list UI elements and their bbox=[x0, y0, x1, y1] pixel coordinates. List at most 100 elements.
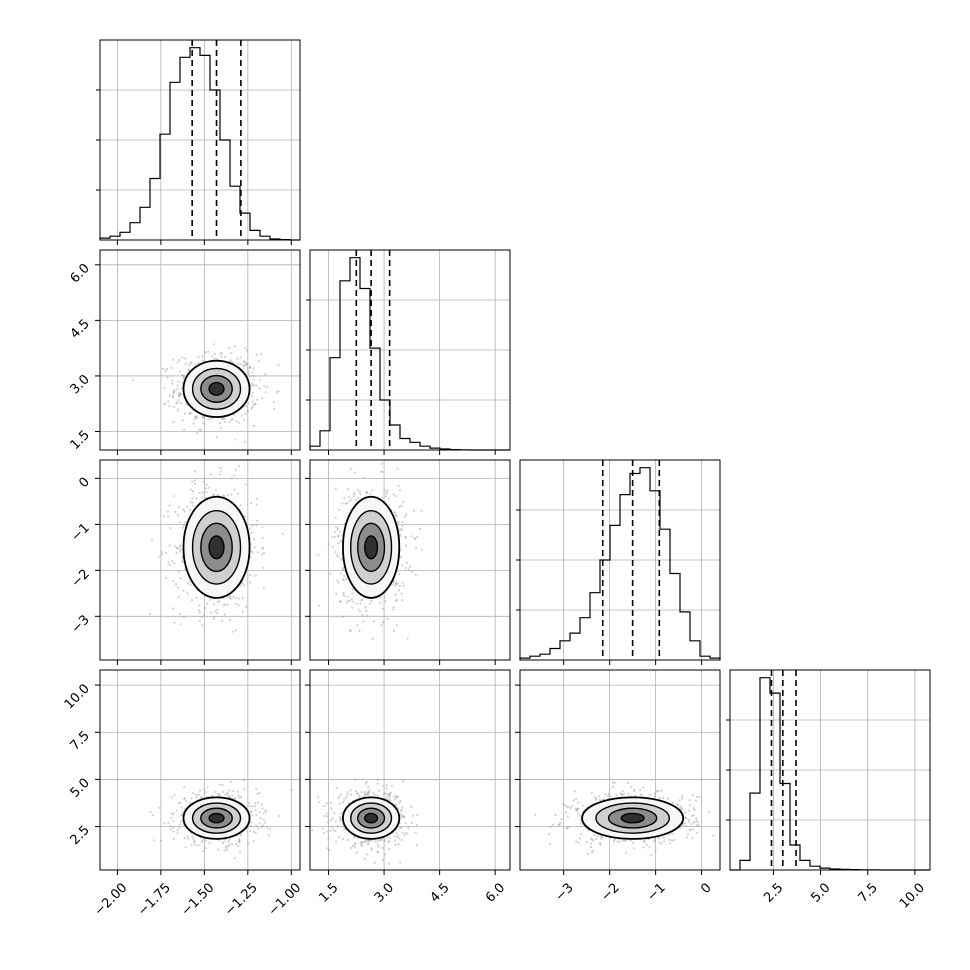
scatter-point bbox=[186, 592, 189, 595]
scatter-point bbox=[228, 596, 232, 600]
scatter-point bbox=[342, 798, 346, 801]
x-tick-label: −1 bbox=[645, 880, 669, 904]
scatter-point bbox=[258, 822, 261, 825]
scatter-point bbox=[688, 804, 691, 807]
scatter-point bbox=[342, 591, 345, 594]
scatter-point bbox=[397, 520, 400, 523]
scatter-point bbox=[691, 828, 694, 831]
scatter-point bbox=[399, 827, 402, 830]
scatter-point bbox=[175, 551, 178, 555]
scatter-point bbox=[372, 620, 375, 623]
scatter-point bbox=[389, 799, 392, 802]
scatter-point bbox=[252, 367, 255, 370]
scatter-point bbox=[557, 823, 561, 826]
scatter-point bbox=[385, 492, 388, 495]
scatter-point bbox=[221, 417, 224, 420]
scatter-point bbox=[236, 790, 239, 793]
scatter-point bbox=[695, 819, 698, 822]
scatter-point bbox=[183, 797, 186, 801]
scatter-point bbox=[176, 408, 179, 411]
scatter-point bbox=[191, 480, 194, 483]
scatter-point bbox=[201, 416, 204, 419]
scatter-point bbox=[201, 355, 204, 358]
scatter-point bbox=[187, 837, 190, 840]
y-tick-label: 3.0 bbox=[68, 372, 93, 397]
scatter-point bbox=[334, 516, 337, 519]
scatter-point bbox=[347, 488, 350, 491]
scatter-point bbox=[593, 834, 596, 837]
scatter-point bbox=[340, 557, 343, 560]
scatter-point bbox=[261, 566, 265, 569]
scatter-point bbox=[230, 493, 233, 496]
scatter-point bbox=[362, 620, 365, 623]
scatter-point bbox=[193, 479, 196, 482]
scatter-point bbox=[251, 524, 254, 527]
scatter-point bbox=[346, 793, 349, 796]
scatter-point bbox=[373, 861, 376, 864]
scatter-point bbox=[353, 493, 356, 496]
scatter-point bbox=[172, 390, 175, 393]
scatter-point bbox=[534, 813, 537, 817]
scatter-point bbox=[329, 572, 332, 575]
scatter-point bbox=[256, 497, 259, 500]
scatter-point bbox=[255, 353, 258, 356]
scatter-point bbox=[707, 810, 711, 813]
y-tick-label: −3 bbox=[69, 613, 93, 637]
scatter-point bbox=[183, 797, 187, 800]
scatter-point bbox=[387, 840, 390, 843]
scatter-point bbox=[180, 387, 183, 390]
scatter-point bbox=[200, 795, 203, 798]
scatter-point bbox=[364, 606, 367, 609]
scatter-point bbox=[392, 606, 395, 609]
scatter-point bbox=[255, 813, 258, 817]
scatter-point bbox=[351, 592, 354, 595]
scatter-point bbox=[551, 823, 555, 826]
scatter-point bbox=[387, 497, 390, 500]
scatter-point bbox=[252, 378, 255, 381]
scatter-point bbox=[214, 790, 217, 794]
scatter-point bbox=[383, 596, 386, 599]
scatter-point bbox=[190, 797, 193, 800]
density-contour-3 bbox=[208, 535, 225, 560]
scatter-point bbox=[366, 792, 369, 795]
scatter-point bbox=[624, 839, 628, 842]
x-tick-label: −3 bbox=[553, 880, 577, 904]
scatter-point bbox=[232, 790, 235, 793]
scatter-point bbox=[240, 834, 243, 837]
scatter-point bbox=[712, 834, 715, 837]
scatter-point bbox=[684, 817, 688, 820]
scatter-point bbox=[384, 792, 387, 795]
scatter-point bbox=[174, 583, 178, 586]
scatter-point bbox=[238, 597, 241, 600]
scatter-point bbox=[202, 613, 206, 616]
scatter-point bbox=[237, 492, 240, 495]
scatter-point bbox=[382, 621, 385, 624]
scatter-point bbox=[223, 603, 226, 606]
scatter-point bbox=[370, 848, 373, 852]
scatter-point bbox=[195, 417, 198, 420]
scatter-point bbox=[181, 419, 184, 422]
scatter-point bbox=[171, 379, 174, 382]
scatter-point bbox=[397, 843, 400, 846]
scatter-point bbox=[208, 841, 211, 844]
scatter-point bbox=[204, 839, 208, 842]
scatter-point bbox=[237, 421, 240, 424]
scatter-point bbox=[343, 497, 346, 500]
panel-2-1 bbox=[305, 459, 511, 665]
scatter-point bbox=[404, 544, 407, 547]
scatter-point bbox=[350, 846, 353, 849]
scatter-point bbox=[201, 359, 204, 362]
scatter-point bbox=[176, 361, 179, 364]
scatter-point bbox=[690, 822, 693, 826]
scatter-point bbox=[248, 573, 252, 577]
scatter-point bbox=[341, 615, 345, 618]
scatter-point bbox=[343, 595, 346, 598]
scatter-point bbox=[387, 798, 390, 802]
scatter-point bbox=[349, 789, 352, 792]
panel-frame bbox=[309, 669, 511, 871]
scatter-point bbox=[367, 793, 370, 796]
scatter-point bbox=[247, 842, 250, 845]
scatter-point bbox=[410, 821, 413, 825]
scatter-point bbox=[177, 359, 181, 362]
scatter-point bbox=[245, 363, 248, 366]
